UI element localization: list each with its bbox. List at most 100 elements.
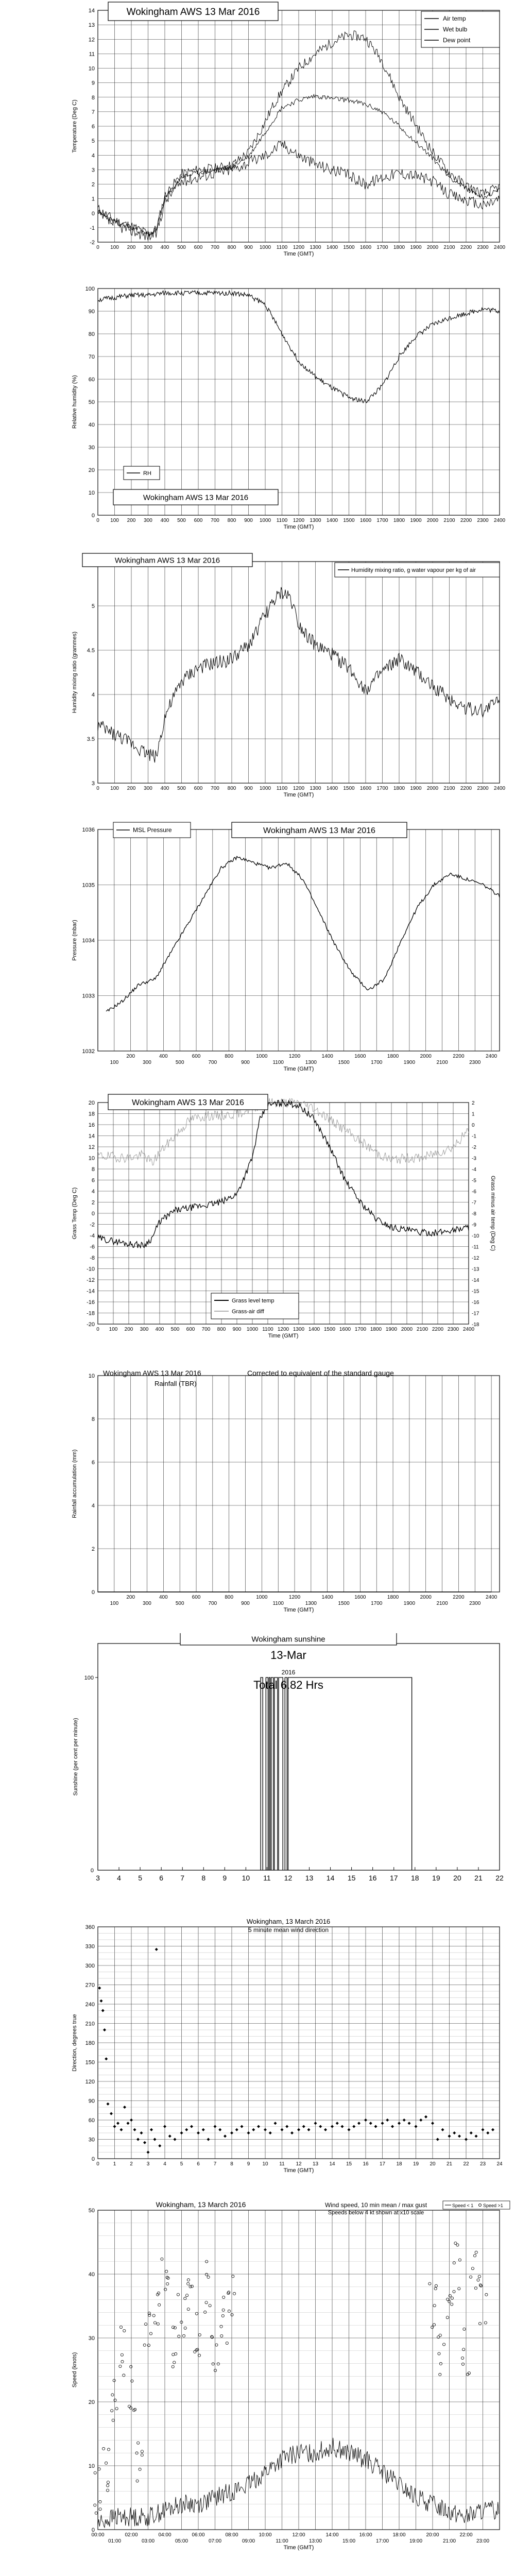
x-tick-label-top-4-4: 1000	[256, 1054, 268, 1059]
series-line-1-0	[97, 30, 500, 236]
gust-point-9-11-0	[185, 2294, 189, 2297]
x-tick-label-7-9: 12	[284, 1874, 293, 1882]
x-tick-label-bottom-6-6: 1300	[305, 1601, 317, 1606]
wind-dir-point-8-60	[374, 2125, 377, 2128]
x-tick-label-7-18: 21	[474, 1874, 483, 1882]
x-tick-label-5-18: 1800	[370, 1327, 382, 1332]
x-tick-label-bottom-4-7: 1500	[338, 1060, 350, 1065]
x-tick-label-7-0: 3	[96, 1874, 100, 1882]
y-tick-label-5-10: 0	[92, 1211, 95, 1217]
series-line-2-0	[97, 290, 500, 404]
x-tick-label-5-10: 1000	[247, 1327, 259, 1332]
x-tick-label-2-1: 100	[110, 518, 119, 523]
y2-tick-label-5-16: -14	[472, 1278, 479, 1283]
x-tick-label-2-4: 400	[161, 518, 169, 523]
x-tick-label-2-5: 500	[177, 518, 186, 523]
x-tick-label-8-13: 13	[313, 2161, 319, 2167]
gust-point-9-5-5	[136, 2441, 140, 2445]
wind-dir-point-8-78	[474, 2134, 478, 2138]
x-tick-label-8-16: 16	[363, 2161, 369, 2167]
x-tick-label-1-24: 2400	[494, 245, 506, 250]
gust-point-9-23-5	[478, 2283, 482, 2287]
gust-point-9-20-0	[452, 2290, 456, 2293]
x-tick-label-1-7: 700	[211, 245, 219, 250]
gust-point-9-13-5	[207, 2275, 210, 2279]
gust-point-9-19-4	[450, 2302, 454, 2306]
wind-dir-point-8-5	[106, 2102, 110, 2106]
x-tick-label-2-11: 1100	[277, 518, 288, 523]
x-tick-label-5-23: 2300	[448, 1327, 459, 1332]
x-tick-label-top-4-5: 1200	[289, 1054, 301, 1059]
x-tick-label-1-9: 900	[244, 245, 253, 250]
x-tick-label-2-24: 2400	[494, 518, 506, 523]
x-tick-label-8-21: 21	[447, 2161, 453, 2167]
x-tick-label-5-16: 1600	[339, 1327, 351, 1332]
gust-point-9-13-4	[208, 2304, 212, 2308]
x-tick-label-top-4-11: 2400	[486, 1054, 497, 1059]
sunshine-block-7-4	[274, 1677, 278, 1870]
x-tick-label-1-21: 2100	[443, 245, 455, 250]
x-tick-label-bottom-6-0: 100	[110, 1601, 118, 1606]
y-axis-label-2: Relative humidity (%)	[72, 375, 78, 429]
wind-dir-point-8-59	[369, 2122, 372, 2125]
wind-dir-point-8-45	[290, 2131, 294, 2134]
x-tick-label-3-20: 2000	[427, 786, 439, 791]
x-tick-label-7-5: 8	[201, 1874, 205, 1882]
wind-dir-point-8-74	[453, 2131, 456, 2134]
y-axis-label-6: Rainfall accumulation (mm)	[72, 1449, 78, 1518]
x-tick-label-3-21: 2100	[443, 786, 455, 791]
y2-tick-label-5-19: -17	[472, 1311, 479, 1317]
y-tick-label-1-10: 8	[92, 95, 95, 101]
y-tick-label-5-8: 4	[92, 1189, 95, 1195]
x-tick-label-8-5: 5	[180, 2161, 183, 2167]
y-tick-label-5-12: -4	[90, 1233, 95, 1239]
x-tick-label-2-18: 1800	[393, 518, 405, 523]
x-tick-label-top-4-10: 2200	[453, 1054, 465, 1059]
gust-point-9-13-3	[205, 2260, 209, 2263]
x-tick-label-7-16: 19	[432, 1874, 440, 1882]
wind-dir-point-8-29	[201, 2128, 205, 2131]
x-tick-label-2-14: 1400	[327, 518, 338, 523]
y2-tick-label-5-10: -8	[472, 1211, 476, 1217]
x-tick-label-3-12: 1200	[293, 786, 305, 791]
y-tick-label-1-12: 10	[89, 66, 95, 72]
chart-subtitle-6: Corrected to equivalent of the standard …	[247, 1369, 394, 1377]
gust-point-9-12-2	[196, 2348, 199, 2351]
x-tick-label-7-17: 20	[453, 1874, 461, 1882]
legend-label-1-1: Wet bulb	[443, 26, 467, 33]
wind-dir-point-8-73	[448, 2134, 451, 2138]
y-tick-label-1-0: -2	[90, 240, 95, 246]
x-tick-label-5-24: 2400	[463, 1327, 475, 1332]
x-tick-label-3-19: 1900	[410, 786, 422, 791]
y-tick-label-3-4: 5	[92, 603, 95, 609]
gust-point-9-16-1	[231, 2275, 235, 2278]
x-tick-label-8-12: 12	[296, 2161, 302, 2167]
chart-9-svg: 0 10 20 30 40 50 00:00 02:00 04:00 06:00 08:00 10:0…	[72, 2200, 510, 2551]
chart-title-5-box	[108, 1094, 268, 1110]
x-tick-label-7-10: 13	[305, 1874, 314, 1882]
x-tick-label-7-12: 15	[348, 1874, 356, 1882]
wind-dir-point-8-31	[213, 2125, 217, 2128]
y-tick-label-2-8: 80	[89, 331, 95, 337]
legend-label-9-0: Speed < 1	[452, 2203, 473, 2208]
y-tick-label-5-20: -20	[87, 1321, 95, 1328]
gust-point-9-1-4	[102, 2447, 106, 2450]
gust-point-9-3-5	[123, 2329, 126, 2332]
y2-tick-label-5-17: -15	[472, 1289, 479, 1295]
wind-dir-point-8-17	[146, 2150, 150, 2154]
x-tick-label-5-3: 300	[140, 1327, 149, 1332]
gust-point-9-22-4	[471, 2267, 474, 2270]
x-tick-label-8-17: 17	[380, 2161, 386, 2167]
gust-point-9-2-3	[113, 2398, 117, 2402]
wind-dir-point-8-9	[119, 2128, 123, 2131]
y2-tick-label-5-5: -3	[472, 1156, 476, 1162]
gust-point-9-11-2	[188, 2285, 192, 2289]
gust-point-9-3-0	[118, 2364, 122, 2368]
gust-point-9-22-2	[474, 2250, 478, 2254]
wind-dir-point-8-15	[140, 2131, 143, 2134]
x-tick-label-bottom-9-3: 07:00	[209, 2538, 221, 2544]
chart-title-8: Wokingham, 13 March 2016	[247, 1918, 330, 1925]
x-tick-label-bottom-6-2: 500	[176, 1601, 184, 1606]
x-tick-label-1-10: 1000	[260, 245, 271, 250]
gust-point-9-15-4	[220, 2334, 224, 2337]
